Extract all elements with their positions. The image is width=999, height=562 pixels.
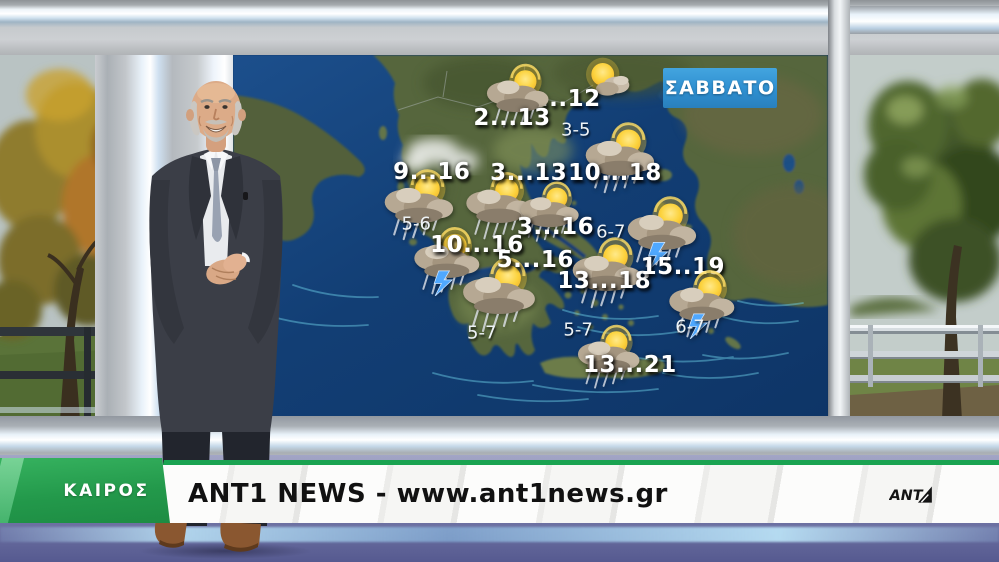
wind-beaufort-label: 6-7 xyxy=(596,221,626,243)
day-label-box: ΣΑΒΒΑΤΟ xyxy=(663,68,778,109)
wind-beaufort-label: 6-7 xyxy=(675,316,705,338)
category-label: ΚΑΙΡΟΣ xyxy=(63,480,150,501)
temperature-range-label: 9...16 xyxy=(393,158,471,185)
wind-beaufort-label: 5-7 xyxy=(563,319,593,341)
lower-third-banner: ANT1 NEWS - www.ant1news.gr ANT ΚΑΙΡΟΣ xyxy=(0,456,999,523)
category-label-box: ΚΑΙΡΟΣ xyxy=(0,458,170,523)
map-frame-pillar xyxy=(828,0,850,465)
studio-window-green-tree xyxy=(850,55,999,420)
temperature-range-label: 10...18 xyxy=(568,160,662,186)
wind-beaufort-label: 5-7 xyxy=(467,322,497,344)
temperature-range-label: 13...18 xyxy=(557,267,652,294)
stations-layer: 2...12 2...13 9...16 3...13 10...18 3...16 10.… xyxy=(233,55,828,417)
presenter-shadow xyxy=(138,543,313,559)
temperature-range-label: 5...16 xyxy=(496,246,574,273)
temperature-range-label: 2...13 xyxy=(473,105,551,132)
studio-right-light-beam xyxy=(850,6,999,34)
weather-map-greece: ΣΑΒΒΑΤΟ 2...12 2...13 9...16 3...13 10...18 3… xyxy=(233,55,828,417)
ant1-channel-logo-icon: ANT xyxy=(889,486,932,504)
temperature-range-label: 13...21 xyxy=(582,351,677,378)
category-box-accent xyxy=(0,458,25,523)
ant1-logo-text: ANT xyxy=(889,487,924,504)
wind-beaufort-label: 5-6 xyxy=(401,213,431,235)
temperature-range-label: 10...16 xyxy=(430,232,524,259)
wind-beaufort-label: 3-5 xyxy=(561,119,591,141)
news-ticker: ANT1 NEWS - www.ant1news.gr ANT xyxy=(150,460,999,523)
temperature-range-label: 3...16 xyxy=(516,213,595,240)
ticker-text: ANT1 NEWS - www.ant1news.gr xyxy=(188,479,668,509)
day-label: ΣΑΒΒΑΤΟ xyxy=(664,77,776,100)
